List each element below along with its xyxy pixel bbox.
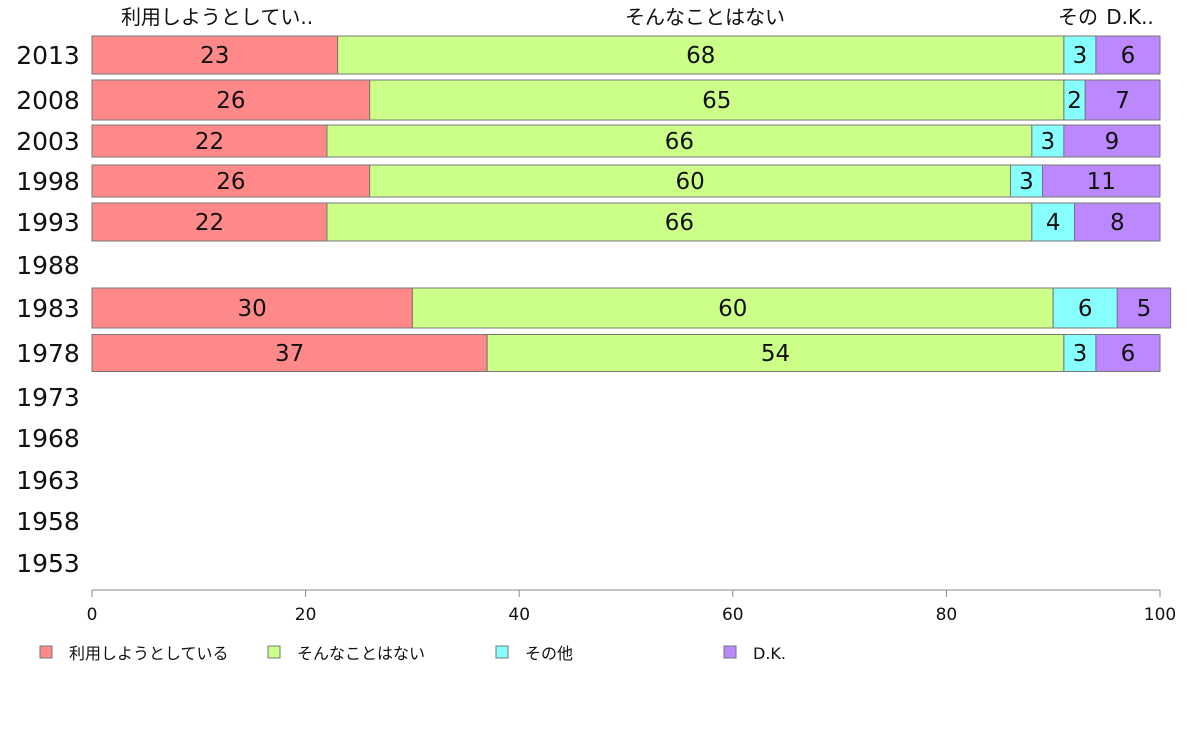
bar-segment-2013-3 — [1095, 35, 1161, 75]
data-label-1993-3: 8 — [1110, 210, 1125, 236]
year-label-1963: 1963 — [16, 466, 80, 495]
data-label-2013-3: 6 — [1121, 43, 1136, 69]
legend-label-3: D.K. — [753, 644, 786, 663]
x-tick-label-0: 0 — [87, 605, 98, 625]
bar-segment-2003-0 — [91, 124, 328, 158]
x-tick-label-4: 80 — [936, 605, 958, 625]
bar-segment-1993-2 — [1031, 202, 1076, 242]
year-label-1993: 1993 — [16, 208, 80, 237]
bar-segment-1998-1 — [369, 164, 1011, 198]
bar-segment-2013-2 — [1063, 35, 1097, 75]
bar-segment-2008-3 — [1084, 79, 1161, 121]
bar-segment-2013-0 — [91, 35, 339, 75]
x-tick-label-2: 40 — [508, 605, 530, 625]
year-labels: 2013 2008 2003 1998 1993 1988 1983 1978 1973 1968… — [16, 41, 80, 578]
data-label-2008-2: 2 — [1067, 88, 1082, 114]
bar-segment-1998-2 — [1009, 164, 1044, 198]
bar-segment-1998-3 — [1042, 164, 1161, 198]
bar-segment-2013-1 — [337, 35, 1065, 75]
data-label-2003-3: 9 — [1105, 129, 1120, 155]
header-label-2: その — [1058, 5, 1098, 29]
legend-swatch-1 — [267, 645, 281, 659]
bar-segment-1993-3 — [1074, 202, 1161, 242]
bar-segment-2003-2 — [1031, 124, 1065, 158]
bar-segment-1998-0 — [91, 164, 371, 198]
data-label-1978-1: 54 — [761, 341, 790, 367]
year-label-1968: 1968 — [16, 424, 80, 453]
bar-segment-1993-1 — [326, 202, 1033, 242]
data-label-2008-3: 7 — [1115, 88, 1130, 114]
year-label-1973: 1973 — [16, 383, 80, 412]
x-axis: 0 20 40 60 80 100 — [87, 589, 1176, 625]
bar-segment-1978-2 — [1063, 334, 1097, 372]
data-label-1993-0: 22 — [195, 210, 224, 236]
x-tick-label-5: 100 — [1144, 605, 1176, 625]
bar-segment-1983-2 — [1052, 287, 1118, 329]
data-label-1978-2: 3 — [1073, 341, 1088, 367]
legend-label-1: そんなことはない — [297, 644, 425, 663]
data-label-1998-1: 60 — [675, 169, 704, 195]
year-label-2013: 2013 — [16, 41, 80, 70]
data-label-2003-2: 3 — [1041, 129, 1056, 155]
data-label-1993-1: 66 — [665, 210, 694, 236]
bar-segment-1983-3 — [1116, 287, 1172, 329]
year-label-1958: 1958 — [16, 507, 80, 536]
legend-label-2: その他 — [525, 644, 573, 663]
data-label-1998-3: 11 — [1087, 169, 1116, 195]
data-label-1983-1: 60 — [718, 296, 747, 322]
data-label-2008-0: 26 — [216, 88, 245, 114]
data-label-2013-1: 68 — [686, 43, 715, 69]
x-tick-label-3: 60 — [722, 605, 744, 625]
bar-segment-1983-1 — [411, 287, 1054, 329]
bar-segment-1978-0 — [91, 334, 488, 372]
legend-swatch-3 — [723, 645, 737, 659]
year-label-2003: 2003 — [16, 127, 80, 156]
bar-segment-1978-3 — [1095, 334, 1161, 372]
year-label-1978: 1978 — [16, 339, 80, 368]
legend-label-0: 利用しようとしている — [69, 644, 229, 663]
data-label-1993-2: 4 — [1046, 210, 1061, 236]
x-tick-label-1: 20 — [295, 605, 317, 625]
data-label-2013-2: 3 — [1073, 43, 1088, 69]
bar-segment-1993-0 — [91, 202, 328, 242]
bar-segment-1983-0 — [91, 287, 413, 329]
data-label-2003-1: 66 — [665, 129, 694, 155]
data-label-1983-0: 30 — [238, 296, 267, 322]
data-label-2003-0: 22 — [195, 129, 224, 155]
year-label-1953: 1953 — [16, 549, 80, 578]
bar-segment-2008-0 — [91, 79, 371, 121]
legend: 利用しようとしている そんなことはない その他 D.K. — [39, 644, 786, 663]
header-label-3: D.K.. — [1106, 5, 1154, 29]
year-label-1983: 1983 — [16, 294, 80, 323]
data-label-1978-3: 6 — [1121, 341, 1136, 367]
segment-headers: 利用しようとしてい.. そんなことはない その D.K.. — [121, 5, 1154, 29]
header-label-0: 利用しようとしてい.. — [121, 5, 313, 29]
year-label-1988: 1988 — [16, 251, 80, 280]
year-label-1998: 1998 — [16, 167, 80, 196]
legend-swatch-0 — [39, 645, 53, 659]
bar-segment-2008-1 — [369, 79, 1065, 121]
data-label-1983-3: 5 — [1137, 296, 1152, 322]
bar-segment-2003-3 — [1063, 124, 1161, 158]
header-label-1: そんなことはない — [625, 5, 785, 29]
data-label-2008-1: 65 — [702, 88, 731, 114]
data-label-1998-0: 26 — [216, 169, 245, 195]
data-label-1983-2: 6 — [1078, 296, 1093, 322]
bar-segment-1978-1 — [486, 334, 1065, 372]
data-label-2013-0: 23 — [200, 43, 229, 69]
data-label-1998-2: 3 — [1019, 169, 1034, 195]
data-label-1978-0: 37 — [275, 341, 304, 367]
legend-swatch-2 — [495, 645, 509, 659]
bar-segment-2003-1 — [326, 124, 1033, 158]
year-label-2008: 2008 — [16, 86, 80, 115]
